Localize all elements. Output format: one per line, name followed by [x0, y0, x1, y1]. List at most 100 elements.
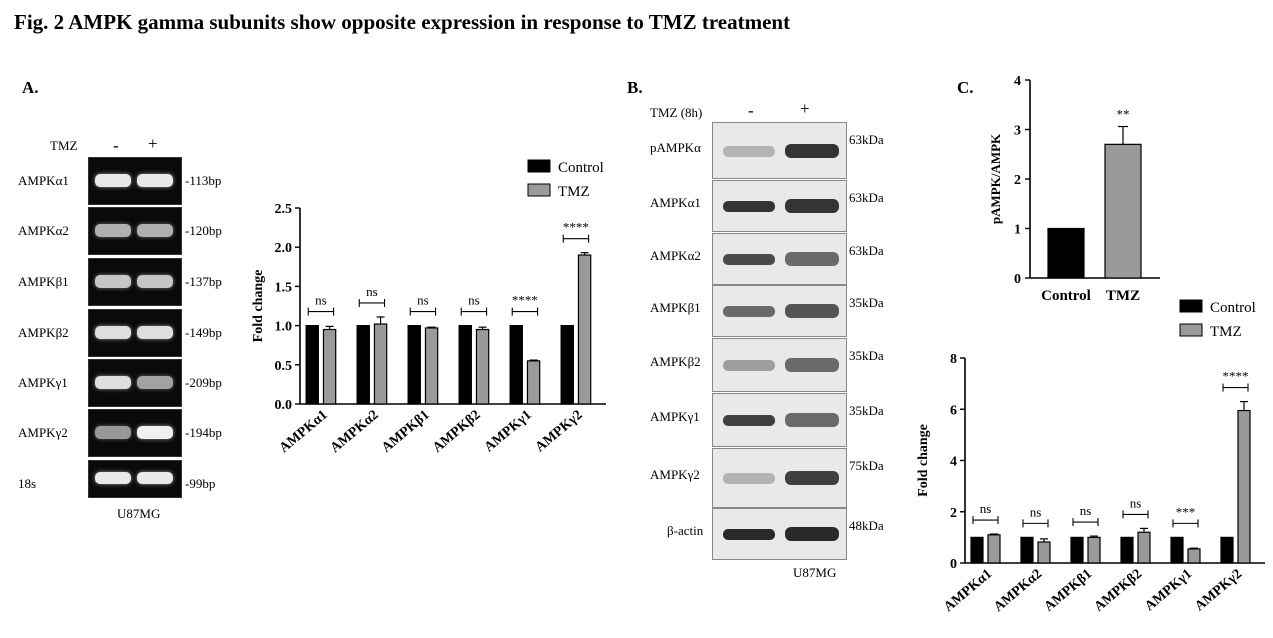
significance-label: ns [1030, 504, 1042, 519]
panel-b-letter: B. [627, 78, 643, 97]
y-tick-label: 2 [950, 506, 957, 521]
blot-row-protein-label: AMPKα2 [650, 248, 701, 263]
legend-swatch-control [527, 159, 551, 173]
gel-row-size-label: -194bp [185, 425, 222, 440]
gel-band [137, 472, 173, 484]
y-tick-label: 0 [1014, 272, 1021, 287]
gel-band [95, 472, 131, 484]
blot-band [785, 471, 839, 485]
gel-lane-box [88, 409, 182, 457]
gel-row-gene-label: 18s [18, 476, 37, 491]
gel-band [137, 426, 173, 439]
blot-row-protein-label: AMPKβ2 [650, 354, 701, 369]
y-tick-label: 6 [950, 403, 957, 418]
gel-row-size-label: -149bp [185, 325, 222, 340]
blot-row-size-label: 35kDa [849, 295, 884, 310]
legend-swatch-tmz [527, 183, 551, 197]
gel-band [95, 426, 131, 439]
blot-row-size-label: 35kDa [849, 403, 884, 418]
bar-control [1120, 536, 1134, 564]
chart-a-gene-expression: 0.0 0.5 1.0 1.5 2.0 2.5 Fold change ns AMPKα1 ns A… [251, 159, 606, 457]
blot-row-size-label: 35kDa [849, 348, 884, 363]
bar-tmz [526, 360, 541, 405]
blot-row-size-label: 75kDa [849, 458, 884, 473]
significance-label: ns [417, 293, 429, 308]
y-tick-label: 8 [950, 352, 957, 367]
bar-control [305, 325, 319, 405]
legend-label: TMZ [558, 184, 590, 200]
blot-lane-box [712, 122, 847, 179]
blot-row-protein-label: AMPKβ1 [650, 300, 701, 315]
y-axis-label: Fold change [251, 270, 266, 343]
significance-label: ns [1130, 495, 1142, 510]
blot-lane-box [712, 338, 847, 392]
significance-label: ns [366, 284, 378, 299]
bar-tmz [1137, 531, 1151, 564]
gel-band [137, 174, 173, 187]
blot-band [723, 201, 775, 212]
legend-label: Control [558, 160, 604, 176]
legend-swatch-control [1179, 299, 1203, 313]
gel-row-gene-label: AMPKα1 [18, 173, 69, 188]
y-tick-label: 0.0 [275, 398, 293, 413]
significance-label: **** [512, 293, 538, 308]
gel-band [137, 376, 173, 389]
blot-band [785, 143, 839, 158]
panel-a-letter: A. [22, 78, 39, 97]
chart-c-ratio: 0 1 2 3 4 pAMPK/AMPK Control ** TMZ [988, 74, 1160, 304]
bar-tmz [475, 328, 490, 405]
y-tick-label: 0.5 [275, 359, 293, 374]
gel-row-size-label: -137bp [185, 274, 222, 289]
blot-lane-box [712, 393, 847, 447]
significance-label: ns [468, 293, 480, 308]
gel-row-gene-label: AMPKβ1 [18, 274, 69, 289]
x-tick-label: AMPKβ1 [1042, 567, 1095, 615]
blot-row-size-label: 63kDa [849, 190, 884, 205]
gel-row-gene-label: AMPKα2 [18, 223, 69, 238]
panel-a-cell-line: U87MG [117, 506, 161, 521]
blot-band [723, 360, 775, 371]
y-axis-label: pAMPK/AMPK [988, 133, 1003, 224]
gel-lane-box [88, 258, 182, 306]
blot-lane-box [712, 233, 847, 285]
panel-b-plus: + [800, 99, 810, 118]
x-tick-label: TMZ [1106, 288, 1140, 304]
gel-band [137, 224, 173, 237]
blot-row-size-label: 63kDa [849, 132, 884, 147]
bar-tmz [373, 323, 388, 405]
x-tick-label: AMPKγ2 [1192, 567, 1245, 615]
y-tick-label: 4 [950, 455, 957, 470]
x-tick-label: AMPKγ2 [533, 408, 586, 456]
blot-band [723, 306, 775, 317]
y-tick-label: 2.0 [275, 241, 293, 256]
significance-label: *** [1176, 504, 1196, 519]
bar-control [509, 325, 523, 405]
x-tick-label: AMPKβ2 [430, 408, 483, 456]
significance-label: ** [1117, 107, 1130, 122]
y-tick-label: 1 [1014, 223, 1021, 238]
gel-row-size-label: -209bp [185, 375, 222, 390]
x-tick-label: AMPKα1 [941, 567, 995, 616]
x-tick-label: AMPKα2 [328, 408, 382, 457]
bar-control [458, 325, 472, 405]
blot-band [723, 473, 775, 484]
gel-lane-box [88, 359, 182, 407]
gel-row-size-label: -99bp [185, 476, 216, 491]
figure-title: Fig. 2 AMPK gamma subunits show opposite… [14, 10, 791, 34]
bar-tmz [424, 327, 439, 405]
blot-band [785, 252, 839, 266]
blot-band [785, 304, 839, 318]
panel-c-letter: C. [957, 78, 974, 97]
blot-row-protein-label: AMPKγ2 [650, 467, 700, 482]
blot-band [785, 413, 839, 427]
y-tick-label: 1.0 [275, 320, 293, 335]
significance-label: **** [563, 220, 589, 235]
bar-control [560, 325, 574, 405]
bar-tmz [1087, 536, 1101, 564]
x-tick-label: AMPKα1 [277, 408, 331, 457]
bar-tmz [322, 328, 337, 405]
blot-band [723, 529, 775, 540]
blot-row-protein-label: pAMPKα [650, 139, 701, 155]
y-tick-label: 3 [1014, 124, 1021, 139]
x-tick-label: AMPKβ2 [1092, 567, 1145, 615]
